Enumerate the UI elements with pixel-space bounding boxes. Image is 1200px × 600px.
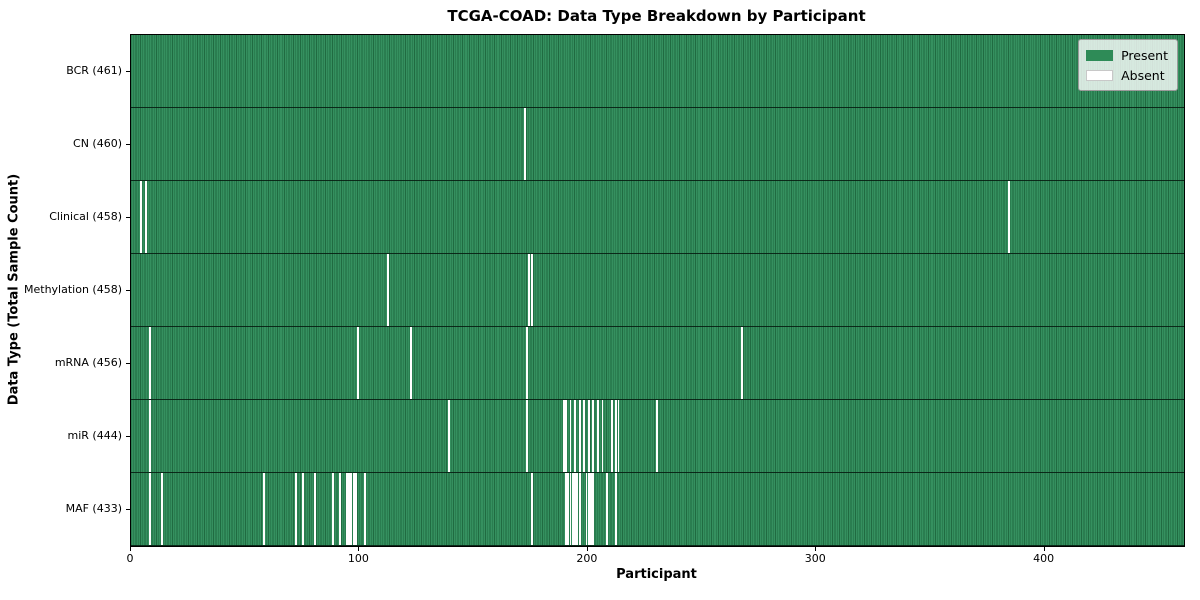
x-tick-label-300: 300: [804, 552, 826, 565]
absent-cell: [615, 473, 618, 545]
y-tick-label-maf: MAF (433): [65, 501, 122, 515]
absent-cell: [357, 327, 360, 399]
absent-cell: [149, 400, 152, 472]
absent-cell: [587, 400, 590, 472]
y-tick-label-bcr: BCR (461): [66, 63, 122, 77]
absent-cell: [530, 254, 533, 326]
heatmap-row-clinical: [131, 181, 1184, 254]
absent-cell: [526, 400, 529, 472]
absent-cell: [578, 400, 581, 472]
absent-cell: [617, 400, 620, 472]
absent-cell: [149, 473, 152, 545]
y-tick-label-cn: CN (460): [73, 136, 122, 150]
heatmap-row-cn: [131, 108, 1184, 181]
absent-cell: [140, 181, 143, 253]
absent-cell: [363, 473, 366, 545]
absent-cell: [615, 400, 618, 472]
absent-cell: [523, 108, 526, 180]
absent-cell: [448, 400, 451, 472]
x-tick-mark: [358, 547, 360, 551]
x-axis-label: Participant: [616, 567, 697, 582]
absent-cell: [144, 181, 147, 253]
absent-cell: [345, 473, 348, 545]
y-tick-mark: [126, 508, 130, 510]
x-tick-mark: [130, 547, 131, 551]
absent-cell: [562, 400, 565, 472]
legend: Present Absent: [1078, 39, 1178, 91]
y-tick-mark: [126, 70, 130, 72]
absent-cell: [386, 254, 389, 326]
absent-cell: [590, 473, 593, 545]
absent-cell: [313, 473, 316, 545]
heatmap-row-bcr: [131, 35, 1184, 108]
present-swatch-icon: [1086, 49, 1114, 61]
chart-title: TCGA-COAD: Data Type Breakdown by Partic…: [447, 7, 866, 25]
absent-cell: [569, 400, 572, 472]
absent-cell: [601, 400, 604, 472]
y-tick-mark: [126, 362, 130, 364]
absent-cell: [587, 473, 590, 545]
x-tick-mark: [815, 547, 817, 551]
absent-cell: [526, 327, 529, 399]
absent-cell: [528, 254, 531, 326]
x-tick-label-100: 100: [347, 552, 369, 565]
y-tick-mark: [126, 216, 130, 218]
heatmap-row-methylation: [131, 254, 1184, 327]
absent-cell: [740, 327, 743, 399]
absent-cell: [409, 327, 412, 399]
absent-cell: [571, 473, 574, 545]
y-tick-mark: [126, 289, 130, 291]
absent-cell: [149, 327, 152, 399]
absent-cell: [583, 400, 586, 472]
y-tick-label-clinical: Clinical (458): [49, 209, 122, 223]
absent-cell: [569, 473, 572, 545]
y-tick-label-methylation: Methylation (458): [24, 282, 122, 296]
absent-cell: [160, 473, 163, 545]
x-tick-label-400: 400: [1033, 552, 1055, 565]
absent-cell: [332, 473, 334, 545]
heatmap-row-mir: [131, 400, 1184, 473]
legend-item-present: Present: [1086, 45, 1168, 65]
x-tick-mark: [1043, 547, 1045, 551]
absent-cell: [530, 473, 533, 545]
absent-cell: [585, 473, 588, 545]
absent-cell: [592, 400, 595, 472]
absent-cell: [656, 400, 659, 472]
absent-cell: [578, 473, 581, 545]
absent-cell: [564, 473, 567, 545]
plot-area: Present Absent: [130, 34, 1185, 547]
y-tick-label-mir: miR (444): [67, 428, 123, 442]
absent-cell: [350, 473, 353, 545]
absent-cell: [1008, 181, 1011, 253]
legend-item-absent: Absent: [1086, 65, 1168, 85]
absent-cell: [596, 400, 599, 472]
absent-cell: [338, 473, 341, 545]
absent-cell: [576, 473, 579, 545]
absent-cell: [567, 473, 570, 545]
absent-cell: [263, 473, 266, 545]
absent-cell: [352, 473, 355, 545]
x-tick-mark: [586, 547, 588, 551]
legend-label: Present: [1121, 47, 1168, 63]
y-tick-label-mrna: mRNA (456): [54, 355, 122, 369]
x-tick-label-0: 0: [126, 552, 134, 565]
absent-cell: [610, 400, 613, 472]
legend-label: Absent: [1121, 67, 1165, 83]
absent-cell: [354, 473, 357, 545]
absent-cell: [302, 473, 305, 545]
absent-cell: [606, 473, 609, 545]
absent-cell: [347, 473, 350, 545]
heatmap-row-mrna: [131, 327, 1184, 400]
absent-cell: [564, 400, 567, 472]
absent-swatch-icon: [1086, 69, 1114, 81]
absent-cell: [295, 473, 298, 545]
x-tick-label-200: 200: [576, 552, 598, 565]
absent-cell: [592, 473, 595, 545]
heatmap-row-maf: [131, 473, 1184, 546]
y-tick-mark: [126, 435, 130, 437]
y-tick-mark: [126, 143, 130, 145]
absent-cell: [574, 400, 577, 472]
absent-cell: [574, 473, 577, 545]
